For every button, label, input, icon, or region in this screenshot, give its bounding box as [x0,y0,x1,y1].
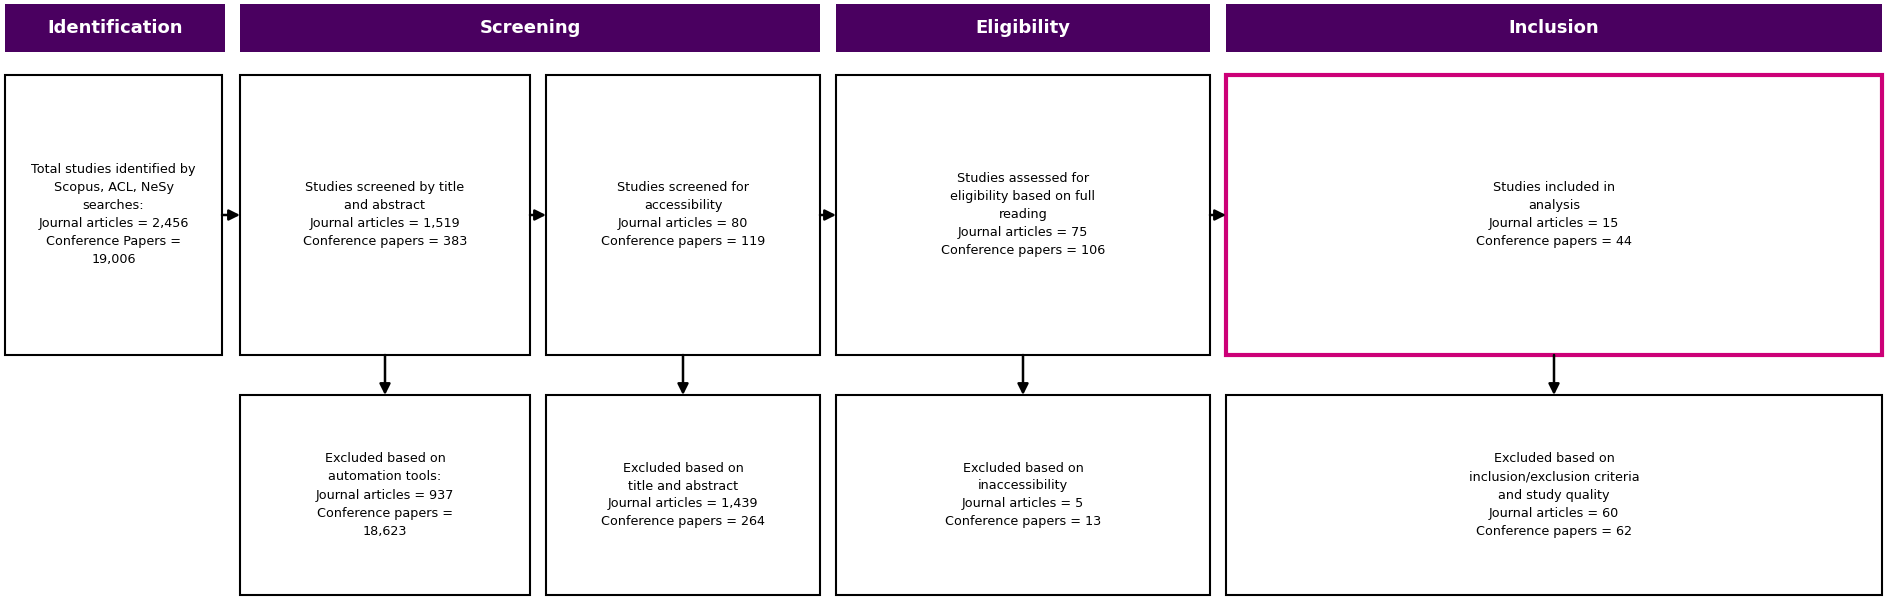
Bar [836,395,1210,595]
Text: Eligibility: Eligibility [976,19,1070,37]
Bar [546,75,819,355]
Text: Studies included in
analysis
Journal articles = 15
Conference papers = 44: Studies included in analysis Journal art… [1476,181,1631,249]
Text: Studies screened by title
and abstract
Journal articles = 1,519
Conference paper: Studies screened by title and abstract J… [302,181,466,249]
Bar [1225,4,1882,52]
Text: Identification: Identification [47,19,183,37]
Bar [836,4,1210,52]
Text: Studies screened for
accessibility
Journal articles = 80
Conference papers = 119: Studies screened for accessibility Journ… [600,181,765,249]
Text: Excluded based on
inaccessibility
Journal articles = 5
Conference papers = 13: Excluded based on inaccessibility Journa… [944,461,1101,528]
Bar [6,75,223,355]
Bar [240,395,531,595]
Text: Excluded based on
title and abstract
Journal articles = 1,439
Conference papers : Excluded based on title and abstract Jou… [600,461,765,528]
Bar [240,75,531,355]
Bar [836,75,1210,355]
Text: Total studies identified by
Scopus, ACL, NeSy
searches:
Journal articles = 2,456: Total studies identified by Scopus, ACL,… [32,164,196,267]
Bar [240,4,819,52]
Text: Excluded based on
inclusion/exclusion criteria
and study quality
Journal article: Excluded based on inclusion/exclusion cr… [1469,452,1639,537]
Text: Studies assessed for
eligibility based on full
reading
Journal articles = 75
Con: Studies assessed for eligibility based o… [940,173,1104,258]
Text: Excluded based on
automation tools:
Journal articles = 937
Conference papers =
1: Excluded based on automation tools: Jour… [315,452,455,537]
Bar [6,4,225,52]
Text: Screening: Screening [480,19,582,37]
Bar [546,395,819,595]
Text: Inclusion: Inclusion [1509,19,1599,37]
Bar [1225,395,1882,595]
Bar [1225,75,1882,355]
